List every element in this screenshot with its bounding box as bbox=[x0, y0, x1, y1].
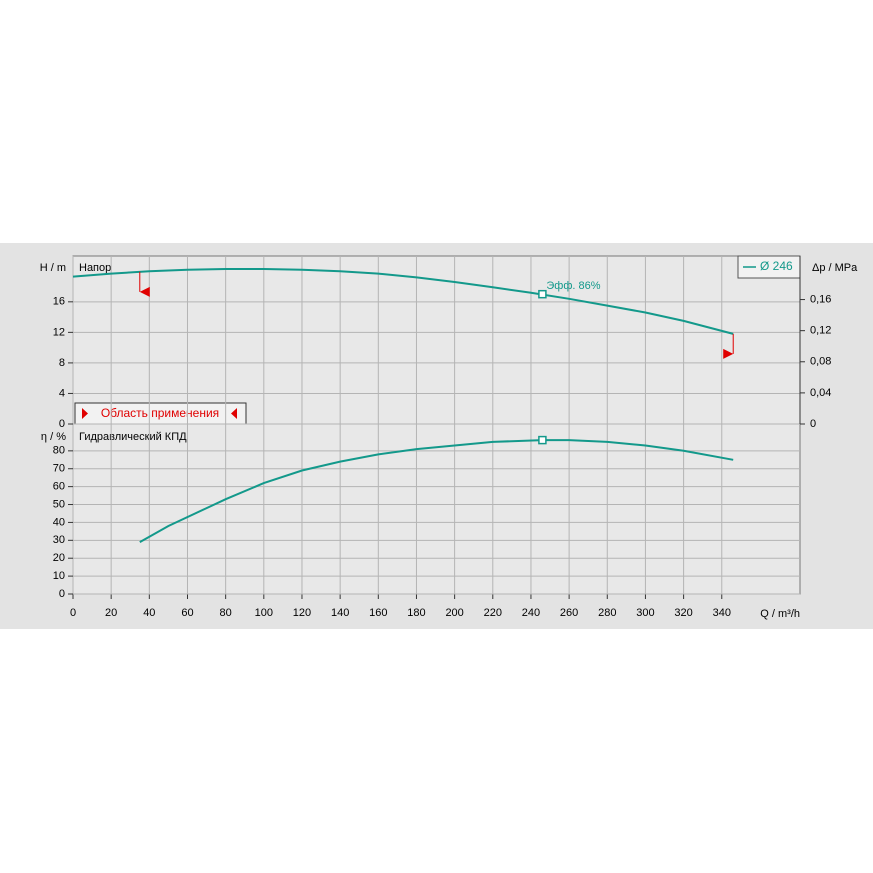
y-tick-label: 10 bbox=[53, 570, 65, 582]
y2-tick-label: 0 bbox=[810, 418, 816, 430]
x-tick-label: 40 bbox=[143, 607, 155, 619]
x-tick-label: 20 bbox=[105, 607, 117, 619]
y-tick-label: 20 bbox=[53, 552, 65, 564]
efficiency-title: Гидравлический КПД bbox=[79, 431, 187, 443]
x-tick-label: 260 bbox=[560, 607, 578, 619]
y2-tick-label: 0,08 bbox=[810, 356, 831, 368]
y-tick-label: 70 bbox=[53, 463, 65, 475]
y2-tick-label: 0,16 bbox=[810, 293, 831, 305]
x-axis-label: Q / m³/h bbox=[760, 608, 800, 620]
x-tick-label: 0 bbox=[70, 607, 76, 619]
range-label: Область применения bbox=[101, 406, 219, 420]
y-tick-label: 0 bbox=[59, 418, 65, 430]
duty-point bbox=[538, 289, 547, 299]
y-tick-label: 16 bbox=[53, 296, 65, 308]
y-tick-label: 0 bbox=[59, 588, 65, 600]
x-tick-label: 320 bbox=[674, 607, 692, 619]
x-tick-label: 200 bbox=[445, 607, 463, 619]
y2-axis-label: Δp / MPa bbox=[812, 262, 858, 274]
series-line bbox=[139, 439, 734, 543]
y-tick-label: 80 bbox=[53, 445, 65, 457]
y-tick-label: 12 bbox=[53, 326, 65, 338]
plot-area bbox=[72, 255, 801, 595]
x-tick-label: 220 bbox=[484, 607, 502, 619]
y-tick-label: 30 bbox=[53, 534, 65, 546]
x-tick-label: 140 bbox=[331, 607, 349, 619]
x-tick-label: 100 bbox=[255, 607, 273, 619]
x-tick-label: 60 bbox=[181, 607, 193, 619]
x-tick-label: 300 bbox=[636, 607, 654, 619]
y-axis-label: η / % bbox=[41, 431, 66, 443]
annotation: Эфф. 86% bbox=[546, 280, 600, 292]
y-tick-label: 40 bbox=[53, 516, 65, 528]
x-tick-label: 280 bbox=[598, 607, 616, 619]
duty-point bbox=[538, 435, 547, 445]
y-tick-label: 60 bbox=[53, 481, 65, 493]
y-tick-label: 8 bbox=[59, 357, 65, 369]
range-arrow bbox=[723, 348, 734, 359]
y2-tick-label: 0,12 bbox=[810, 325, 831, 337]
x-tick-label: 80 bbox=[220, 607, 232, 619]
series-line bbox=[72, 268, 734, 335]
head-title: Напор bbox=[79, 262, 111, 274]
x-tick-label: 120 bbox=[293, 607, 311, 619]
y-tick-label: 4 bbox=[59, 387, 65, 399]
y-axis-label: H / m bbox=[40, 262, 66, 274]
x-tick-label: 240 bbox=[522, 607, 540, 619]
range-arrow bbox=[139, 286, 150, 297]
legend-label: Ø 246 bbox=[760, 259, 793, 273]
y2-tick-label: 0,04 bbox=[810, 387, 831, 399]
x-tick-label: 180 bbox=[407, 607, 425, 619]
y-tick-label: 50 bbox=[53, 498, 65, 510]
x-tick-label: 160 bbox=[369, 607, 387, 619]
x-tick-label: 340 bbox=[713, 607, 731, 619]
